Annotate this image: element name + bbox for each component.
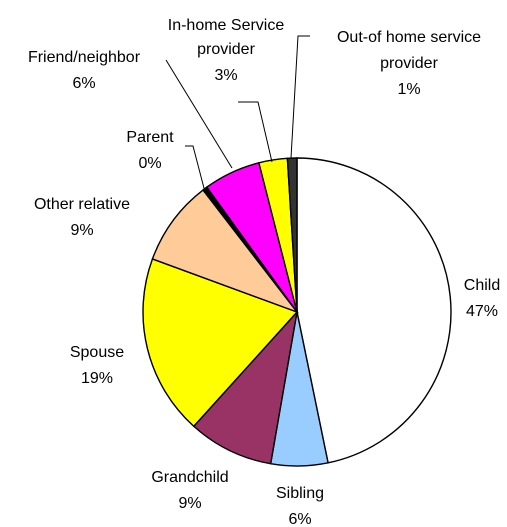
leader-lines: [165, 35, 310, 193]
slice-label-grandchild: Grandchild 9%: [151, 469, 228, 512]
pie-slice-spouse: [142, 258, 299, 428]
leader-line-parent: [185, 145, 206, 193]
pie-slice-grandchild: [192, 309, 299, 465]
slice-label-other-relative: Other relative 9%: [34, 196, 130, 239]
leader-line-in-home-service-provider: [238, 101, 273, 163]
slice-label-sibling: Sibling 6%: [276, 485, 324, 527]
slice-label-in-home-service-provider: In-home Service provider 3%: [168, 17, 285, 84]
leader-line-friend-neighbor: [165, 59, 233, 169]
pie-slice-child: [296, 157, 452, 464]
slice-label-parent: Parent 0%: [126, 129, 174, 172]
leader-line-out-of-home-service-provider: [290, 35, 310, 159]
pie-slice-other-relative: [151, 189, 300, 314]
slice-label-out-of-home-service-provider: Out-of home service provider 1%: [337, 29, 481, 98]
slice-label-child: Child 47%: [464, 277, 500, 320]
slice-labels: Child 47% Sibling 6% Grandchild 9% Spouse 19…: [28, 17, 500, 527]
slice-label-friend-neighbor: Friend/neighbor 6%: [28, 49, 141, 92]
pie-slices: [142, 157, 452, 467]
pie-slice-out-of-home-service-provider: [286, 157, 298, 313]
slice-label-spouse: Spouse 19%: [70, 344, 124, 387]
